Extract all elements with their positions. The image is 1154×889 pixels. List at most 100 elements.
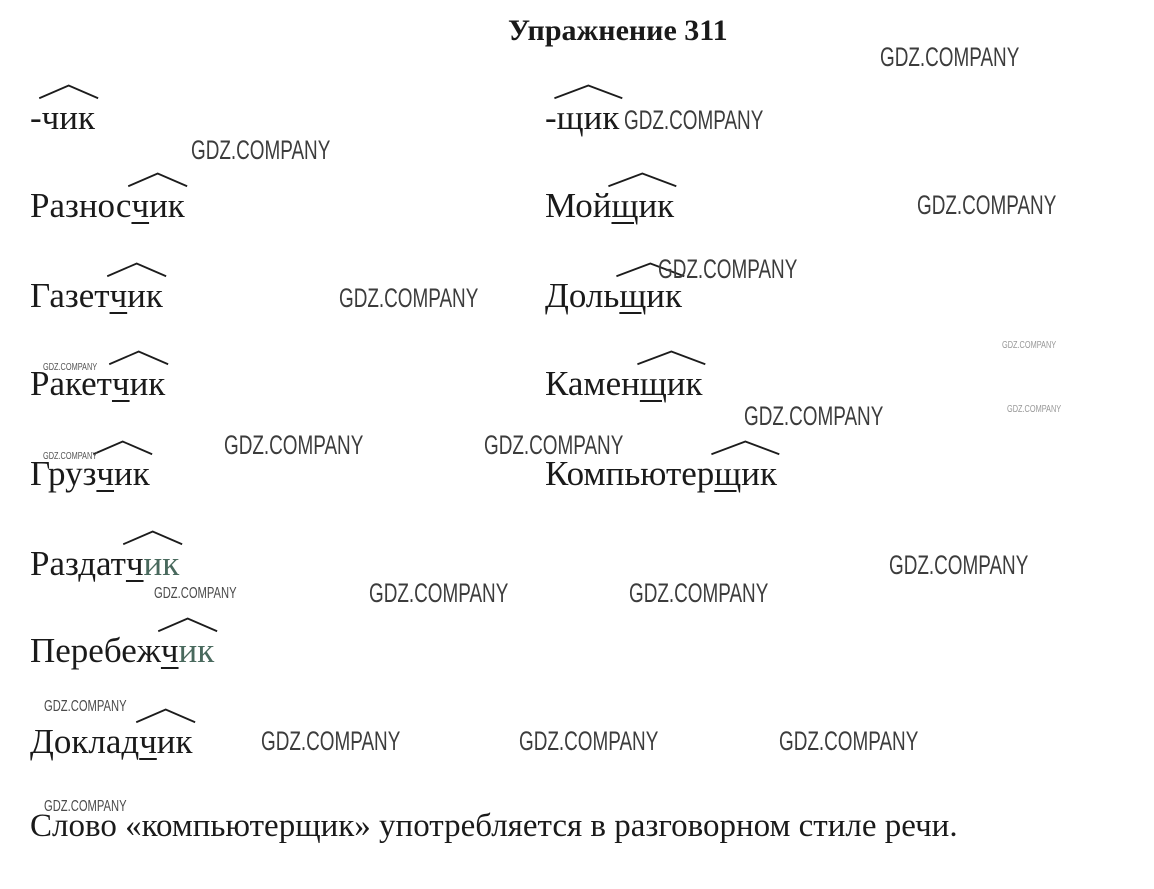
watermark: GDZ.COMPANY xyxy=(779,726,919,756)
word-stem: Раздат xyxy=(30,544,126,583)
watermark: GDZ.COMPANY xyxy=(44,698,127,715)
watermark: GDZ.COMPANY xyxy=(44,798,127,815)
word-moyschik: Мой щик xyxy=(545,186,674,226)
suffix-rest: ик xyxy=(178,631,215,670)
watermark: GDZ.COMPANY xyxy=(917,190,1057,220)
watermark: GDZ.COMPANY xyxy=(1007,403,1062,415)
word-suffix: чик xyxy=(161,631,214,671)
word-stem: Перебеж xyxy=(30,631,161,670)
suffix-dash: - xyxy=(545,98,557,137)
suffix-first-letter: щ xyxy=(611,186,639,225)
suffix-first-letter: щ xyxy=(714,454,742,493)
word-stem: Доклад xyxy=(30,722,140,761)
suffix-rest: ик xyxy=(59,98,96,137)
word-suffix: чик xyxy=(42,98,95,138)
suffix-rest: ик xyxy=(114,454,150,493)
word-stem: Разнос xyxy=(30,186,132,225)
word-razdatchik: Раздат чик xyxy=(30,544,179,584)
word-header-chik: - чик xyxy=(30,98,95,138)
watermark: GDZ.COMPANY xyxy=(339,283,479,313)
word-suffix: чик xyxy=(139,722,192,762)
word-perebezhchik: Перебеж чик xyxy=(30,631,214,671)
suffix-first-letter: щ xyxy=(556,98,584,137)
suffix-hat-icon xyxy=(38,84,99,99)
suffix-first-letter: ч xyxy=(96,454,115,493)
suffix-first-letter: ч xyxy=(111,364,130,403)
suffix-hat-icon xyxy=(106,262,167,277)
suffix-first-letter: ч xyxy=(131,186,150,225)
suffix-rest: ик xyxy=(127,276,163,315)
suffix-hat-icon xyxy=(710,440,781,455)
suffix-hat-icon xyxy=(122,530,183,545)
word-stem: Ракет xyxy=(30,364,112,403)
suffix-rest: ик xyxy=(638,186,675,225)
word-suffix: чик xyxy=(96,454,149,494)
suffix-hat-icon xyxy=(92,440,153,455)
watermark: GDZ.COMPANY xyxy=(484,430,624,460)
watermark: GDZ.COMPANY xyxy=(43,361,98,373)
watermark: GDZ.COMPANY xyxy=(191,135,331,165)
suffix-first-letter: щ xyxy=(619,276,647,315)
suffix-first-letter: ч xyxy=(41,98,60,137)
suffix-first-letter: ч xyxy=(160,631,179,670)
watermark: GDZ.COMPANY xyxy=(43,450,98,462)
word-stem: Груз xyxy=(30,454,97,493)
page-title: Упражнение 311 xyxy=(508,14,728,47)
conclusion-text: Слово «компьютерщик» употребляется в раз… xyxy=(30,808,958,844)
watermark: GDZ.COMPANY xyxy=(519,726,659,756)
watermark: GDZ.COMPANY xyxy=(889,550,1029,580)
word-raznoschik: Разнос чик xyxy=(30,186,185,226)
suffix-rest: ик xyxy=(646,276,683,315)
watermark: GDZ.COMPANY xyxy=(1002,339,1057,351)
watermark: GDZ.COMPANY xyxy=(154,585,237,602)
word-kompyuterschik: Компьютер щик xyxy=(545,454,777,494)
suffix-rest: ик xyxy=(129,364,166,403)
suffix-dash: - xyxy=(30,98,42,137)
suffix-first-letter: ч xyxy=(109,276,128,315)
word-suffix: щик xyxy=(557,98,620,138)
suffix-first-letter: ч xyxy=(125,544,144,583)
watermark: GDZ.COMPANY xyxy=(624,105,764,135)
word-gruzchik: Груз чик xyxy=(30,454,150,494)
word-dolschik: Доль щик xyxy=(545,276,682,316)
word-gazetchik: Газет чик xyxy=(30,276,163,316)
suffix-hat-icon xyxy=(615,262,686,277)
word-suffix: щик xyxy=(640,364,703,404)
word-header-schik: - щик xyxy=(545,98,619,138)
suffix-rest: ик xyxy=(741,454,777,493)
suffix-first-letter: щ xyxy=(639,364,667,403)
word-suffix: щик xyxy=(619,276,682,316)
suffix-hat-icon xyxy=(157,617,218,632)
watermark: GDZ.COMPANY xyxy=(658,254,798,284)
suffix-rest: ик xyxy=(156,722,193,761)
suffix-first-letter: ч xyxy=(139,722,157,761)
suffix-hat-icon xyxy=(108,350,169,365)
suffix-hat-icon xyxy=(127,172,188,187)
word-stem: Доль xyxy=(545,276,620,315)
word-suffix: чик xyxy=(112,364,165,404)
suffix-rest: ик xyxy=(583,98,620,137)
word-suffix: чик xyxy=(110,276,163,316)
word-stem: Компьютер xyxy=(545,454,715,493)
suffix-hat-icon xyxy=(636,350,707,365)
suffix-rest: ик xyxy=(149,186,185,225)
word-suffix: чик xyxy=(131,186,184,226)
watermark: GDZ.COMPANY xyxy=(369,578,509,608)
watermark: GDZ.COMPANY xyxy=(224,430,364,460)
watermark: GDZ.COMPANY xyxy=(629,578,769,608)
suffix-rest: ик xyxy=(666,364,703,403)
watermark: GDZ.COMPANY xyxy=(744,401,884,431)
watermark: GDZ.COMPANY xyxy=(880,42,1020,72)
suffix-rest: ик xyxy=(143,544,180,583)
word-kamenschik: Камен щик xyxy=(545,364,703,404)
word-raketchik: Ракет чик xyxy=(30,364,165,404)
word-suffix: щик xyxy=(714,454,777,494)
word-stem: Газет xyxy=(30,276,110,315)
watermark: GDZ.COMPANY xyxy=(261,726,401,756)
word-suffix: чик xyxy=(126,544,179,584)
word-stem: Мой xyxy=(545,186,612,225)
suffix-hat-icon xyxy=(135,708,196,723)
suffix-hat-icon xyxy=(553,84,624,99)
word-stem: Камен xyxy=(545,364,640,403)
